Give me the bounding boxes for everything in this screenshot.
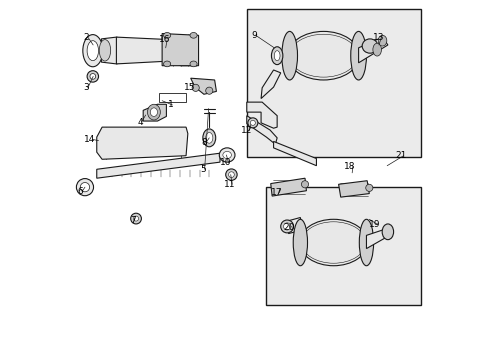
Text: 17: 17 — [270, 188, 282, 197]
Ellipse shape — [206, 87, 213, 94]
Text: 6: 6 — [78, 187, 84, 196]
Ellipse shape — [271, 47, 283, 64]
Ellipse shape — [226, 169, 237, 180]
Polygon shape — [247, 102, 277, 128]
Text: 2: 2 — [83, 33, 89, 42]
Ellipse shape — [83, 35, 103, 67]
Text: 18: 18 — [344, 162, 356, 171]
Text: 1: 1 — [168, 100, 174, 109]
Ellipse shape — [87, 71, 98, 82]
Ellipse shape — [131, 213, 142, 224]
Text: 15: 15 — [184, 83, 195, 92]
Polygon shape — [97, 153, 220, 178]
Ellipse shape — [293, 219, 308, 266]
Ellipse shape — [99, 40, 111, 61]
Bar — [247, 9, 421, 157]
Ellipse shape — [300, 219, 368, 266]
Ellipse shape — [351, 31, 367, 80]
Bar — [267, 187, 421, 305]
Text: 9: 9 — [251, 31, 257, 40]
Polygon shape — [191, 78, 217, 94]
Ellipse shape — [76, 179, 94, 196]
Ellipse shape — [150, 108, 157, 116]
Text: 8: 8 — [201, 138, 207, 147]
Text: 11: 11 — [223, 180, 235, 189]
Polygon shape — [273, 141, 317, 166]
Ellipse shape — [164, 61, 171, 67]
Ellipse shape — [190, 61, 197, 67]
Ellipse shape — [248, 118, 258, 128]
Polygon shape — [261, 70, 281, 99]
Text: 3: 3 — [83, 83, 89, 92]
Polygon shape — [339, 181, 369, 197]
Ellipse shape — [282, 31, 297, 80]
Text: 7: 7 — [130, 216, 136, 225]
Ellipse shape — [134, 216, 139, 221]
Ellipse shape — [284, 223, 291, 230]
Text: 13: 13 — [373, 33, 384, 42]
Polygon shape — [287, 217, 302, 234]
Ellipse shape — [362, 39, 378, 53]
Text: 5: 5 — [200, 165, 206, 174]
Ellipse shape — [192, 84, 199, 91]
Ellipse shape — [382, 224, 393, 240]
Polygon shape — [359, 37, 388, 63]
Ellipse shape — [87, 41, 98, 61]
Text: 12: 12 — [241, 126, 252, 135]
Polygon shape — [247, 116, 277, 144]
Ellipse shape — [90, 73, 96, 79]
Polygon shape — [367, 228, 390, 249]
Polygon shape — [170, 40, 195, 66]
Ellipse shape — [80, 183, 90, 192]
Bar — [159, 93, 186, 102]
Ellipse shape — [288, 31, 359, 80]
Ellipse shape — [281, 220, 294, 233]
Text: 14: 14 — [83, 135, 95, 144]
Ellipse shape — [250, 120, 255, 125]
Ellipse shape — [147, 104, 160, 120]
Text: 4: 4 — [137, 118, 143, 127]
Ellipse shape — [220, 148, 235, 162]
Ellipse shape — [366, 184, 373, 192]
Ellipse shape — [274, 51, 280, 61]
Polygon shape — [143, 104, 167, 121]
Text: 21: 21 — [395, 151, 406, 160]
Ellipse shape — [223, 152, 231, 158]
Ellipse shape — [164, 32, 171, 38]
Polygon shape — [101, 37, 138, 64]
Ellipse shape — [206, 132, 213, 143]
Ellipse shape — [359, 219, 373, 266]
Ellipse shape — [228, 172, 234, 177]
Text: 19: 19 — [369, 220, 381, 229]
Text: 20: 20 — [284, 222, 295, 231]
Ellipse shape — [203, 129, 216, 147]
Text: 10: 10 — [220, 158, 231, 167]
Ellipse shape — [301, 181, 309, 188]
Ellipse shape — [378, 35, 387, 46]
Polygon shape — [162, 33, 198, 66]
Polygon shape — [270, 178, 306, 196]
Ellipse shape — [190, 32, 197, 38]
Ellipse shape — [373, 43, 381, 56]
Polygon shape — [117, 37, 170, 64]
Text: 16: 16 — [159, 36, 170, 45]
Polygon shape — [97, 127, 188, 159]
